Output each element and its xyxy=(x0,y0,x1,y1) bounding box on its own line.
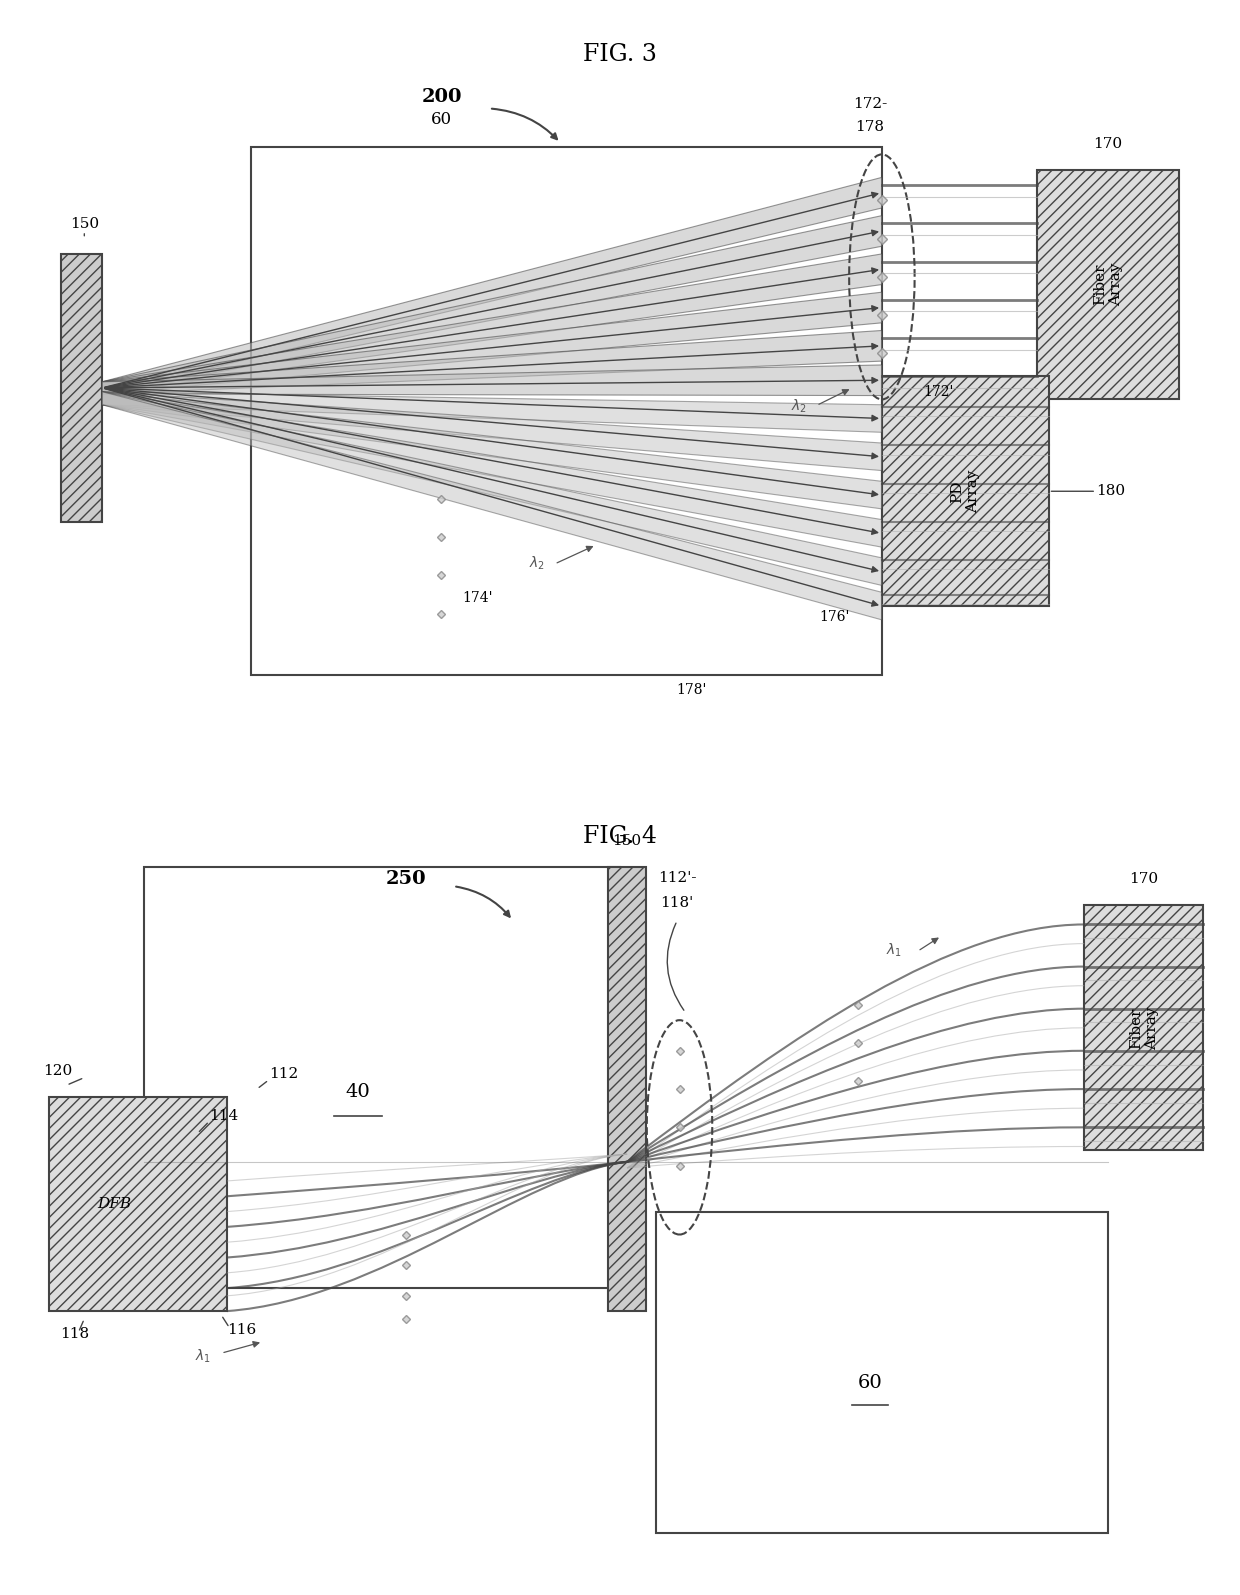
Bar xyxy=(61,254,102,522)
Text: 174': 174' xyxy=(463,592,492,605)
Bar xyxy=(656,1212,1109,1533)
Text: 60: 60 xyxy=(430,110,453,128)
Polygon shape xyxy=(102,254,882,394)
Text: 112'-: 112'- xyxy=(658,871,697,885)
Bar xyxy=(250,147,882,675)
Text: 112: 112 xyxy=(269,1067,298,1080)
Polygon shape xyxy=(102,365,882,396)
Text: $\lambda_1$: $\lambda_1$ xyxy=(196,1348,211,1365)
Text: 116: 116 xyxy=(227,1324,257,1337)
Text: 120: 120 xyxy=(42,1064,72,1078)
Text: 172-: 172- xyxy=(853,97,887,112)
Text: Fiber
Array: Fiber Array xyxy=(1128,1006,1159,1050)
Text: 114: 114 xyxy=(210,1109,238,1123)
Text: 180: 180 xyxy=(1096,485,1125,498)
Text: FIG. 3: FIG. 3 xyxy=(583,43,657,67)
Text: 176': 176' xyxy=(820,611,849,624)
Bar xyxy=(1084,906,1203,1150)
Bar xyxy=(882,376,1049,606)
Bar xyxy=(48,1097,227,1311)
Polygon shape xyxy=(102,392,882,509)
Text: 118: 118 xyxy=(61,1327,89,1341)
Text: $\lambda_1$: $\lambda_1$ xyxy=(885,943,901,960)
Text: Fiber
Array: Fiber Array xyxy=(1092,263,1123,306)
Polygon shape xyxy=(102,292,882,394)
Bar xyxy=(144,868,620,1289)
Bar xyxy=(1037,169,1179,399)
Text: 150: 150 xyxy=(613,834,642,849)
Text: DFB: DFB xyxy=(97,1196,131,1211)
Polygon shape xyxy=(102,392,882,585)
Text: 170: 170 xyxy=(1094,137,1122,150)
Polygon shape xyxy=(102,392,882,547)
Text: 170: 170 xyxy=(1130,872,1158,887)
Polygon shape xyxy=(102,392,882,432)
Polygon shape xyxy=(102,392,882,471)
Text: $\lambda_2$: $\lambda_2$ xyxy=(791,397,806,415)
Text: 150: 150 xyxy=(69,217,99,231)
Text: PD
Array: PD Array xyxy=(950,469,981,514)
Text: FIG. 4: FIG. 4 xyxy=(583,825,657,849)
Text: 172': 172' xyxy=(924,384,954,399)
Text: 60: 60 xyxy=(858,1373,883,1392)
Text: 118': 118' xyxy=(661,896,693,909)
Text: 178: 178 xyxy=(856,121,884,134)
Polygon shape xyxy=(102,330,882,394)
Polygon shape xyxy=(102,215,882,394)
Text: 200: 200 xyxy=(422,88,461,105)
Text: $\lambda_2$: $\lambda_2$ xyxy=(528,555,544,573)
Text: 178': 178' xyxy=(676,683,707,697)
Text: 250: 250 xyxy=(386,869,427,887)
Text: 40: 40 xyxy=(346,1083,371,1101)
Bar xyxy=(608,868,646,1311)
Polygon shape xyxy=(102,177,882,394)
Polygon shape xyxy=(102,392,882,620)
